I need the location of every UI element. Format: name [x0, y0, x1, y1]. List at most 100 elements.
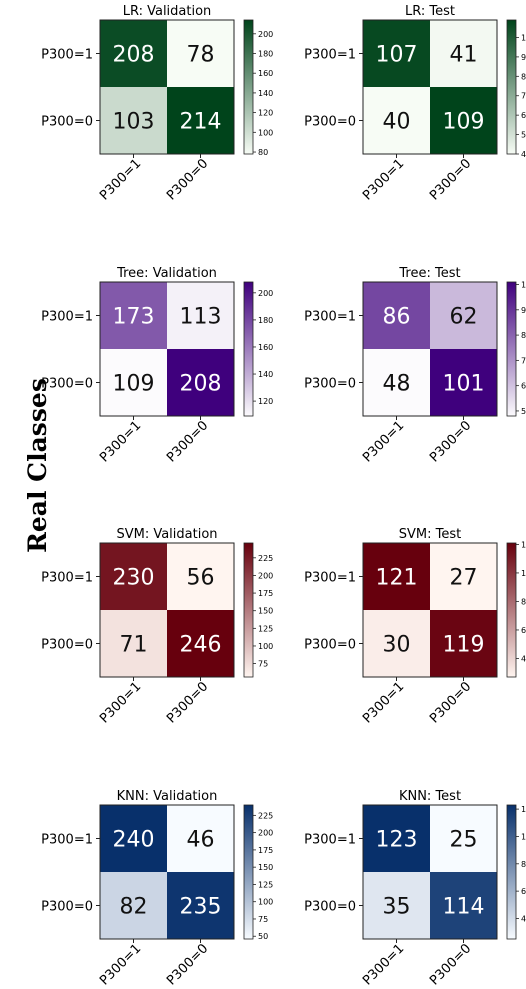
colorbar-tick-label: 40: [521, 150, 526, 159]
x-tick-label: P300=1: [97, 418, 144, 465]
confusion-matrix-panel: LR: Validation 208 78 103 214 P300=1 P300=0 P30…: [41, 4, 273, 203]
colorbar-tick-label: 120: [521, 540, 526, 549]
y-tick-label: P300=0: [304, 638, 356, 653]
colorbar: [506, 804, 517, 940]
colorbar: [243, 281, 254, 417]
heatmap-cell: [100, 805, 167, 872]
colorbar-tick-label: 125: [258, 624, 273, 633]
x-tick-label: P300=1: [97, 679, 144, 726]
cell-value-label: 173: [113, 305, 155, 330]
x-tick-label: P300=1: [97, 941, 144, 988]
confusion-matrix-panel: LR: Test 107 41 40 109 P300=1 P300=0 P300=1 P300…: [304, 4, 526, 203]
y-tick-label: P300=1: [304, 571, 356, 586]
heatmap-cell: [430, 610, 497, 677]
heatmap-cell: [167, 20, 234, 87]
colorbar-tick-label: 75: [258, 660, 268, 669]
heatmap-frame: [99, 19, 235, 155]
x-tick-label: P300=0: [164, 418, 211, 465]
colorbar-tick-label: 180: [258, 316, 273, 325]
x-tick-label: P300=0: [427, 156, 474, 203]
colorbar-tick-label: 60: [521, 382, 526, 391]
cell-value-label: 208: [180, 372, 222, 397]
heatmap-cell: [363, 20, 430, 87]
colorbar-tick-label: 160: [258, 69, 273, 78]
colorbar-tick-label: 120: [258, 109, 273, 118]
y-tick-label: P300=1: [304, 48, 356, 63]
colorbar-tick-label: 100: [521, 832, 526, 841]
heatmap-cell: [100, 20, 167, 87]
panel-title: Tree: Test: [398, 266, 460, 281]
x-tick-label: P300=0: [164, 679, 211, 726]
heatmap-cell: [100, 543, 167, 610]
colorbar-tick-label: 40: [521, 914, 526, 923]
heatmap-cell: [430, 20, 497, 87]
confusion-matrix-panel: KNN: Validation 240 46 82 235 P300=1 P300=0 P30…: [41, 789, 273, 988]
cell-value-label: 109: [113, 372, 155, 397]
y-tick-label: P300=0: [41, 115, 93, 130]
heatmap-cell: [363, 610, 430, 677]
colorbar-tick-label: 70: [521, 92, 526, 101]
colorbar-tick-label: 150: [258, 863, 273, 872]
heatmap-cell: [363, 87, 430, 154]
colorbar-tick-label: 100: [258, 128, 273, 137]
colorbar-tick-label: 100: [258, 642, 273, 651]
heatmap-cell: [167, 282, 234, 349]
confusion-matrix-panel: KNN: Test 123 25 35 114 P300=1 P300=0 P300=1 P30…: [304, 789, 526, 988]
colorbar: [506, 281, 517, 417]
cell-value-label: 240: [113, 828, 155, 853]
heatmap-cell: [167, 349, 234, 416]
cell-value-label: 41: [450, 43, 478, 68]
x-tick-label: P300=1: [360, 679, 407, 726]
heatmap-cell: [100, 610, 167, 677]
y-tick-label: P300=1: [304, 310, 356, 325]
colorbar-tick-label: 140: [258, 370, 273, 379]
heatmap-cell: [430, 349, 497, 416]
colorbar-tick-label: 80: [521, 860, 526, 869]
y-tick-label: P300=0: [41, 900, 93, 915]
colorbar-tick-label: 60: [521, 111, 526, 120]
cell-value-label: 101: [443, 372, 485, 397]
cell-value-label: 123: [376, 828, 418, 853]
colorbar-tick-label: 120: [521, 805, 526, 814]
cell-value-label: 246: [180, 633, 222, 658]
cell-value-label: 25: [450, 828, 478, 853]
heatmap-cell: [167, 610, 234, 677]
colorbar-tick-label: 90: [521, 53, 526, 62]
colorbar-tick-label: 80: [521, 597, 526, 606]
cell-value-label: 78: [187, 43, 215, 68]
colorbar-tick-label: 80: [521, 72, 526, 81]
heatmap-cell: [363, 282, 430, 349]
heatmap-cell: [430, 282, 497, 349]
heatmap-cell: [430, 805, 497, 872]
heatmap-frame: [362, 804, 498, 940]
x-tick-label: P300=0: [427, 941, 474, 988]
heatmap-cell: [363, 805, 430, 872]
cell-value-label: 103: [113, 110, 155, 135]
cell-value-label: 30: [383, 633, 411, 658]
x-tick-label: P300=1: [97, 156, 144, 203]
heatmap-cell: [100, 282, 167, 349]
y-tick-label: P300=1: [41, 48, 93, 63]
cell-value-label: 86: [383, 305, 411, 330]
panel-title: Tree: Validation: [116, 266, 217, 281]
x-tick-label: P300=0: [164, 156, 211, 203]
cell-value-label: 46: [187, 828, 215, 853]
colorbar-tick-label: 180: [258, 50, 273, 59]
colorbar-tick-label: 40: [521, 654, 526, 663]
colorbar-tick-label: 175: [258, 846, 273, 855]
heatmap-cell: [167, 87, 234, 154]
y-tick-label: P300=0: [41, 638, 93, 653]
panel-title: LR: Test: [405, 4, 455, 19]
cell-value-label: 71: [120, 633, 148, 658]
panel-title: KNN: Validation: [117, 789, 218, 804]
heatmap-cell: [363, 543, 430, 610]
y-tick-label: P300=0: [304, 900, 356, 915]
colorbar-tick-label: 60: [521, 887, 526, 896]
cell-value-label: 56: [187, 566, 215, 591]
colorbar-tick-label: 90: [521, 306, 526, 315]
cell-value-label: 208: [113, 43, 155, 68]
colorbar-tick-label: 200: [258, 571, 273, 580]
cell-value-label: 113: [180, 305, 222, 330]
cell-value-label: 214: [180, 110, 222, 135]
colorbar-tick-label: 100: [258, 898, 273, 907]
